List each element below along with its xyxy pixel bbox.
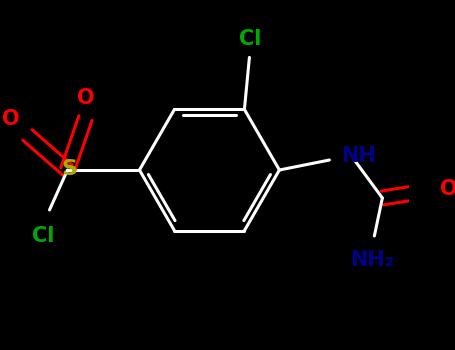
Text: NH₂: NH₂ [350,250,394,270]
Text: O: O [2,109,20,129]
Text: NH: NH [341,146,376,166]
Text: Cl: Cl [239,29,262,49]
Text: S: S [61,159,77,179]
Text: O: O [76,88,94,108]
Text: O: O [440,179,455,199]
Text: Cl: Cl [32,226,55,246]
